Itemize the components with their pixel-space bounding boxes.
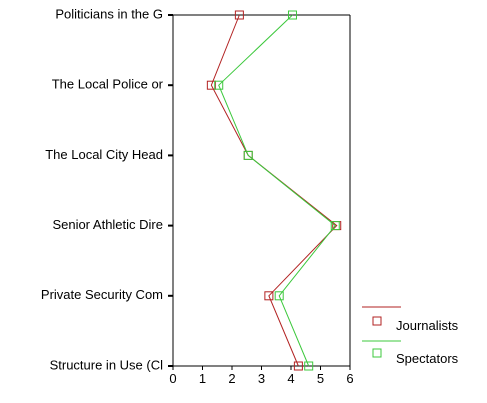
legend-entry-spectators: Spectators — [362, 340, 459, 366]
data-point-spectators — [304, 361, 314, 371]
category-0: Politicians in the G — [55, 6, 173, 21]
category-label: The Local City Head — [45, 147, 163, 162]
data-point-spectators — [287, 10, 297, 20]
x-tick-2: 2 — [228, 366, 236, 386]
category-2: The Local City Head — [45, 147, 173, 162]
series-journalists — [206, 10, 342, 371]
legend-marker-journalists — [372, 316, 382, 326]
data-point-spectators — [243, 150, 253, 160]
data-point-spectators — [274, 291, 284, 301]
legend-label-journalists: Journalists — [396, 318, 459, 333]
category-label: Politicians in the G — [55, 6, 163, 21]
data-point-journalists — [206, 80, 216, 90]
x-tick-5: 5 — [317, 366, 324, 386]
data-point-journalists — [234, 10, 244, 20]
legend-label-spectators: Spectators — [396, 351, 459, 366]
x-tick-0: 0 — [169, 366, 177, 386]
category-1: The Local Police or — [52, 77, 173, 92]
category-label: Private Security Com — [41, 287, 163, 302]
data-point-journalists — [293, 361, 303, 371]
legend: Journalists Spectators — [362, 306, 459, 366]
series-layer — [206, 10, 342, 371]
series-spectators — [214, 10, 340, 371]
x-tick-label: 0 — [169, 371, 176, 386]
data-point-spectators — [330, 221, 340, 231]
x-tick-3: 3 — [258, 366, 265, 386]
x-tick-label: 2 — [228, 371, 235, 386]
x-tick-label: 5 — [317, 371, 324, 386]
category-label: Senior Athletic Dire — [52, 217, 163, 232]
category-4: Private Security Com — [41, 287, 173, 302]
x-tick-label: 3 — [258, 371, 265, 386]
x-tick-label: 1 — [199, 371, 206, 386]
category-axis: Politicians in the G The Local Police or… — [41, 6, 173, 372]
x-tick-4: 4 — [287, 366, 295, 386]
data-point-journalists — [264, 291, 274, 301]
x-axis: 0 1 2 3 4 5 6 — [169, 366, 354, 386]
legend-marker-spectators — [372, 348, 382, 358]
category-5: Structure in Use (Cl — [50, 357, 173, 372]
plot-frame — [172, 14, 351, 367]
category-label: The Local Police or — [52, 77, 164, 92]
category-label: Structure in Use (Cl — [50, 357, 164, 372]
series-line-spectators — [218, 14, 336, 367]
data-point-spectators — [214, 80, 224, 90]
x-tick-label: 6 — [346, 371, 353, 386]
x-tick-6: 6 — [346, 366, 354, 386]
series-line-journalists — [210, 14, 338, 367]
x-tick-1: 1 — [199, 366, 206, 386]
legend-entry-journalists: Journalists — [362, 306, 459, 333]
x-tick-label: 4 — [287, 371, 294, 386]
category-3: Senior Athletic Dire — [52, 217, 173, 232]
